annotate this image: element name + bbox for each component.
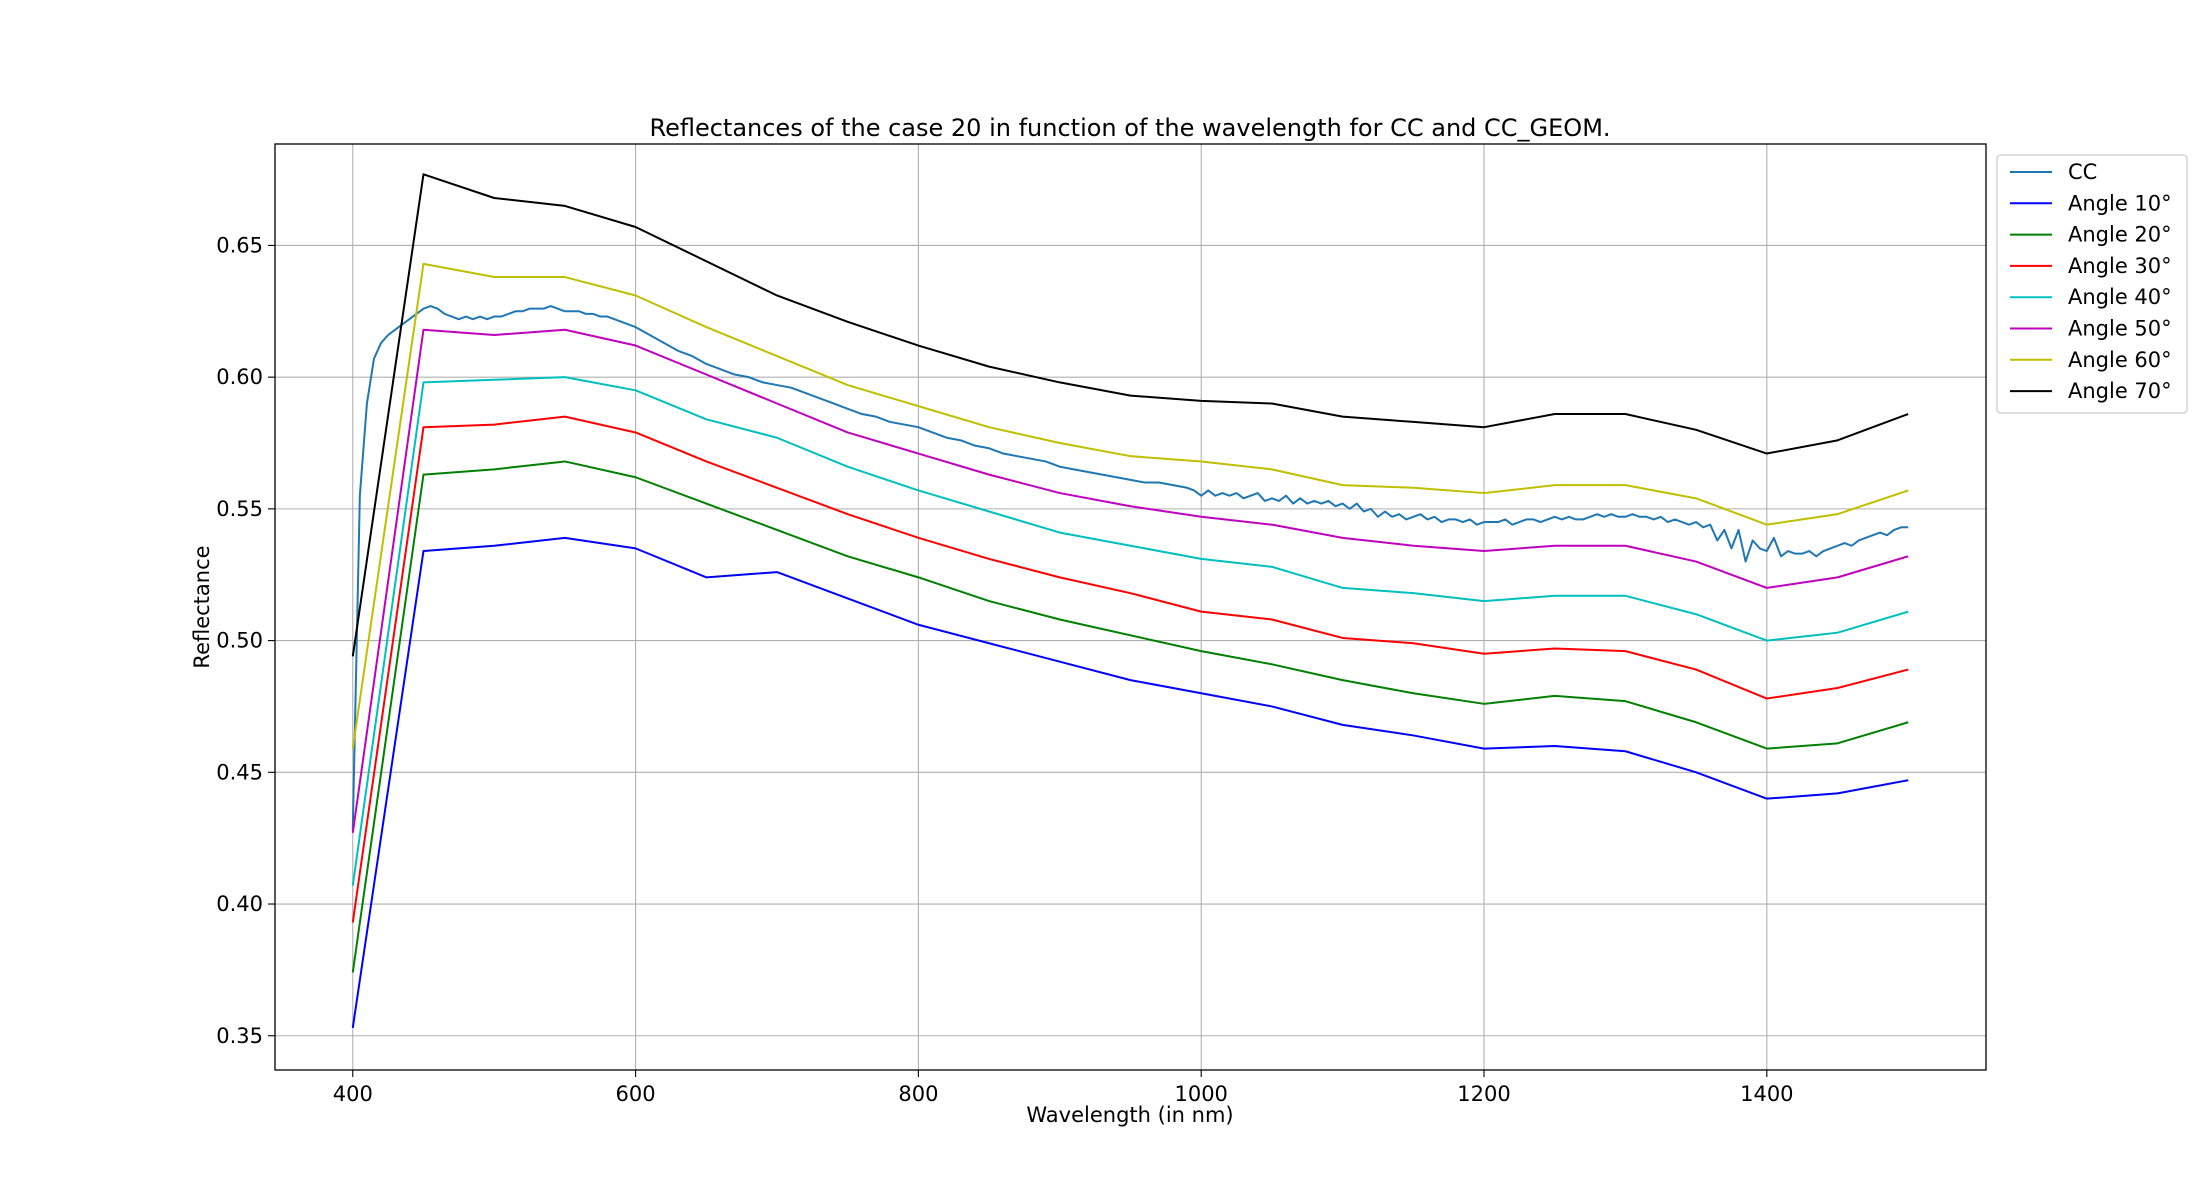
- series-line-4: [351, 376, 1909, 886]
- legend-label-2: Angle 20°: [2068, 223, 2172, 247]
- y-tick-label: 0.45: [216, 760, 263, 784]
- legend-label-3: Angle 30°: [2068, 254, 2172, 278]
- series-line-6: [351, 262, 1909, 749]
- y-axis-label: Reflectance: [190, 545, 214, 668]
- series-lines: [351, 173, 1909, 1028]
- y-tick-label: 0.40: [216, 892, 263, 916]
- x-axis-label: Wavelength (in nm): [1026, 1103, 1233, 1127]
- legend-label-6: Angle 60°: [2068, 348, 2172, 372]
- x-tick-label: 800: [898, 1082, 938, 1106]
- legend-label-0: CC: [2068, 160, 2097, 184]
- x-tick-label: 1000: [1174, 1082, 1227, 1106]
- legend-label-5: Angle 50°: [2068, 317, 2172, 341]
- series-line-5: [351, 328, 1909, 834]
- series-line-0: [351, 305, 1909, 831]
- y-tick-label: 0.35: [216, 1024, 263, 1048]
- y-tick-label: 0.65: [216, 233, 263, 257]
- legend: CC Angle 10° Angle 20° Angle 30° Angle 40° An…: [1996, 154, 2188, 414]
- chart-title: Reflectances of the case 20 in function …: [649, 114, 1610, 142]
- series-line-7: [351, 173, 1909, 657]
- x-tick-label: 600: [616, 1082, 656, 1106]
- series-line-3: [351, 415, 1909, 923]
- x-tick-label: 1200: [1457, 1082, 1510, 1106]
- legend-label-7: Angle 70°: [2068, 379, 2172, 403]
- x-tick-label: 400: [333, 1082, 373, 1106]
- legend-box: [1996, 154, 2188, 414]
- x-tick-label: 1400: [1740, 1082, 1793, 1106]
- series-line-2: [351, 460, 1909, 973]
- series-line-1: [351, 536, 1909, 1028]
- y-tick-label: 0.55: [216, 497, 263, 521]
- legend-label-1: Angle 10°: [2068, 191, 2172, 215]
- axes: 400 600 800 1000 1200 1400 0.35 0.40 0.45 0.50 0.5…: [216, 233, 1793, 1106]
- y-tick-label: 0.60: [216, 365, 263, 389]
- plot-frame: [274, 143, 1987, 1071]
- y-tick-label: 0.50: [216, 629, 263, 653]
- legend-label-4: Angle 40°: [2068, 285, 2172, 309]
